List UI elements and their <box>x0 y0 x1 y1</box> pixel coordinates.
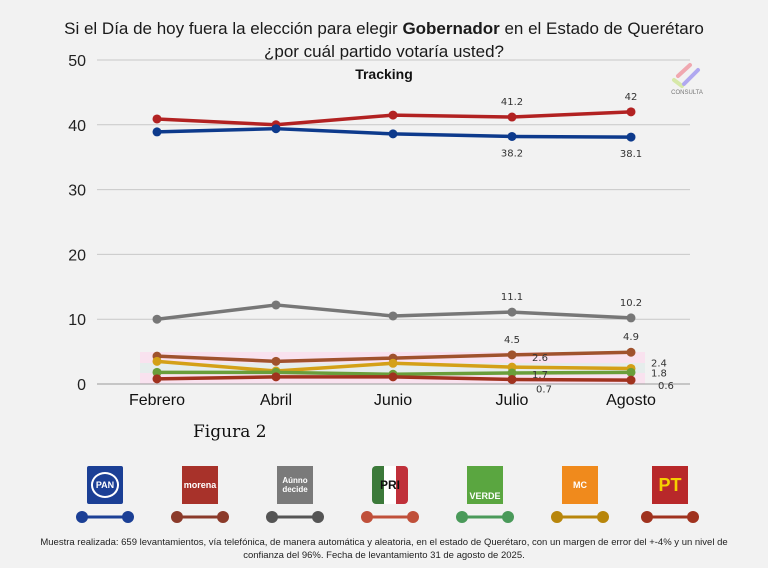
consulta-watermark: CONSULTA <box>668 62 706 98</box>
data-point <box>152 114 162 124</box>
legend-line-swatch <box>76 511 134 523</box>
party-logo-pt-icon: PT <box>652 466 688 504</box>
data-label: 2.4 <box>651 358 667 369</box>
legend-item-pan: PAN <box>70 462 140 528</box>
data-point <box>388 311 398 321</box>
legend-line-swatch <box>456 511 514 523</box>
title-line-1: Si el Día de hoy fuera la elección para … <box>0 17 768 40</box>
data-point <box>388 372 398 382</box>
party-logo-text: MC <box>573 480 587 490</box>
legend-item-verde: VERDE <box>450 462 520 528</box>
data-label: 41.2 <box>501 97 523 108</box>
data-point <box>626 367 636 377</box>
consulta-text: CONSULTA <box>671 90 703 96</box>
highlight-band-green <box>140 363 645 373</box>
party-logo-text: PRI <box>379 478 400 492</box>
data-label: 38.2 <box>501 148 523 159</box>
data-point <box>271 356 281 366</box>
figure-label: Figura 2 <box>193 422 267 442</box>
x-tick-label: Agosto <box>606 392 656 409</box>
data-label: 10.2 <box>620 298 642 309</box>
data-point <box>152 367 162 377</box>
legend-item-pt: PT <box>635 462 705 528</box>
party-logo-text: PT <box>658 474 682 495</box>
party-logo-text: morena <box>183 480 217 490</box>
data-point <box>626 107 636 117</box>
data-label: 1.7 <box>532 370 548 381</box>
party-logo-morena-icon: morena <box>182 466 218 504</box>
data-label: 4.5 <box>504 335 520 346</box>
y-tick-label: 50 <box>68 53 86 70</box>
party-logo-aún-no-decide-icon: Aúnno decide <box>277 466 313 504</box>
party-logo-pan-icon: PAN <box>87 466 123 504</box>
party-logo-text: Aúnno decide <box>282 476 308 494</box>
data-point <box>626 347 636 357</box>
data-point <box>271 372 281 382</box>
y-tick-label: 30 <box>68 183 86 200</box>
footnote: Muestra realizada: 659 levantamientos, v… <box>40 537 728 561</box>
series-morena <box>152 107 636 130</box>
data-point <box>626 132 636 142</box>
y-tick-label: 0 <box>77 377 86 394</box>
data-label: 42 <box>625 92 638 103</box>
series-pri <box>152 372 636 385</box>
party-logo-pri-icon: PRI <box>372 466 408 504</box>
legend-line-swatch <box>641 511 699 523</box>
party-logo-text: PAN <box>90 472 120 498</box>
data-label: 2.6 <box>532 353 548 364</box>
series-aún-no-decide <box>152 300 636 324</box>
data-point <box>626 313 636 323</box>
legend-line-swatch <box>361 511 419 523</box>
legend-item-morena: morena <box>165 462 235 528</box>
legend-item-aún-no-decide: Aúnno decide <box>260 462 330 528</box>
y-tick-label: 40 <box>68 118 86 135</box>
consulta-checkmark-logo-icon: CONSULTA <box>671 63 703 96</box>
data-label: 0.6 <box>658 381 674 392</box>
x-tick-label: Abril <box>260 392 292 409</box>
x-tick-label: Febrero <box>129 392 185 409</box>
data-point <box>507 131 517 141</box>
party-logo-text: VERDE <box>469 491 501 501</box>
data-label: 4.9 <box>623 332 639 343</box>
title-line-2: ¿por cuál partido votaría usted? <box>263 42 505 61</box>
data-point <box>507 350 517 360</box>
title-bold-word: Gobernador <box>402 19 500 38</box>
title-text-after: en el Estado de Querétaro <box>499 19 704 38</box>
data-point <box>388 358 398 368</box>
legend: PAN morena Aúnno decide PRI VERDE MC PT <box>60 462 740 528</box>
data-label: 1.8 <box>651 368 667 379</box>
data-point <box>507 368 517 378</box>
data-label: 38.1 <box>620 149 642 160</box>
party-logo-movimiento-ciudadano-icon: MC <box>562 466 598 504</box>
y-tick-label: 10 <box>68 312 86 329</box>
x-tick-label: Julio <box>496 392 529 409</box>
data-point <box>152 314 162 324</box>
data-point <box>388 110 398 120</box>
data-point <box>388 129 398 139</box>
title-text-before: Si el Día de hoy fuera la elección para … <box>64 19 403 38</box>
series-pan <box>152 124 636 142</box>
party-logo-verde-icon: VERDE <box>467 466 503 504</box>
data-point <box>152 356 162 366</box>
data-point <box>507 374 517 384</box>
legend-line-swatch <box>551 511 609 523</box>
legend-line-swatch <box>171 511 229 523</box>
data-point <box>507 307 517 317</box>
data-point <box>152 374 162 384</box>
legend-item-movimiento-ciudadano: MC <box>545 462 615 528</box>
data-point <box>507 112 517 122</box>
data-point <box>152 127 162 137</box>
data-label: 0.7 <box>536 384 552 395</box>
x-tick-label: Junio <box>374 392 412 409</box>
legend-item-pri: PRI <box>355 462 425 528</box>
data-point <box>271 300 281 310</box>
chart-title: Si el Día de hoy fuera la elección para … <box>0 17 768 63</box>
data-point <box>271 124 281 134</box>
chart-subtitle: Tracking <box>355 66 413 82</box>
legend-line-swatch <box>266 511 324 523</box>
data-point <box>626 375 636 385</box>
line-chart: 0 10 20 30 40 50 Febrero Abril Junio Julio Agosto… <box>68 53 690 409</box>
y-tick-label: 20 <box>68 247 86 264</box>
data-label: 11.1 <box>501 292 523 303</box>
